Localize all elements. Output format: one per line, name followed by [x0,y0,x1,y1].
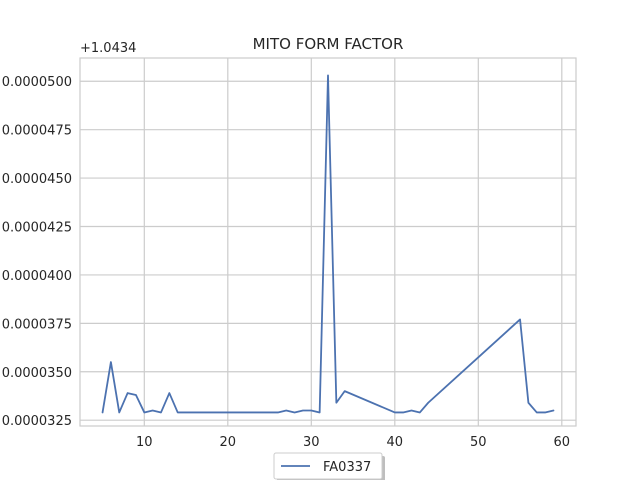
y-axis-ticks: 0.0000325 0.0000350 0.0000375 0.0000400 0.00… [2,75,72,429]
y-tick-label: 0.0000500 [2,75,72,90]
series-line [101,74,555,414]
y-tick-label: 0.0000450 [2,172,72,187]
x-tick-label: 60 [554,435,571,450]
legend: FA0337 [273,452,385,480]
y-tick-label: 0.0000350 [2,366,72,381]
series-layer [101,74,555,414]
y-tick-label: 0.0000375 [2,317,72,332]
y-axis-offset-label: +1.0434 [80,41,136,56]
x-tick-label: 10 [136,435,153,450]
chart-title: MITO FORM FACTOR [253,35,404,53]
x-tick-label: 40 [387,435,404,450]
x-axis-ticks: 10 20 30 40 50 60 [136,435,570,450]
x-tick-label: 20 [220,435,237,450]
y-tick-label: 0.0000425 [2,221,72,236]
legend-box [273,452,383,480]
y-tick-label: 0.0000475 [2,124,72,139]
legend-label: FA0337 [323,460,371,475]
plot-frame [79,57,577,427]
x-tick-label: 50 [470,435,487,450]
y-tick-label: 0.0000400 [2,269,72,284]
y-tick-label: 0.0000325 [2,414,72,429]
x-tick-label: 30 [303,435,320,450]
